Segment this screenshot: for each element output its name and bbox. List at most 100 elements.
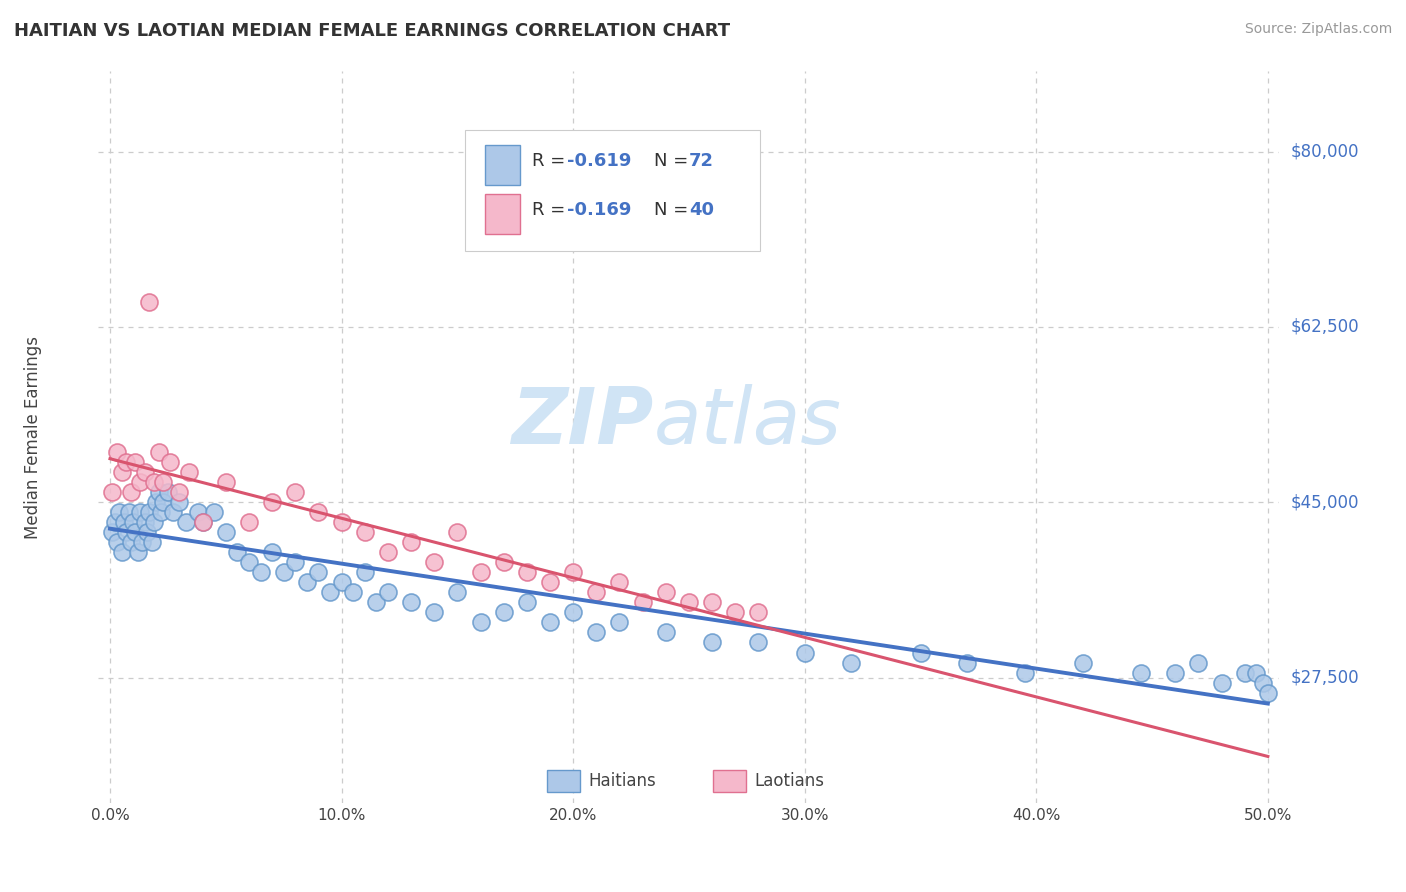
FancyBboxPatch shape [464,130,759,251]
Point [747,635,769,649]
Point [162,505,184,519]
Point [115,455,138,469]
Point [319,585,342,599]
Text: N =: N = [654,153,693,170]
Point [353,525,375,540]
Point [307,505,329,519]
Point [176,515,198,529]
Point [399,595,422,609]
Point [585,585,607,599]
Point [446,525,468,540]
Point [249,566,271,580]
Bar [713,770,745,792]
Point [516,566,538,580]
Point [215,525,238,540]
Point [169,485,191,500]
Point [700,635,723,649]
Point [1257,685,1279,699]
Point [117,505,139,519]
Text: Median Female Earnings: Median Female Earnings [24,335,42,539]
Point [585,625,607,640]
Point [122,515,145,529]
Text: $27,500: $27,500 [1291,668,1360,687]
Point [1014,665,1036,680]
Point [562,566,585,580]
Point [1071,656,1094,670]
Point [262,545,284,559]
Point [226,545,249,559]
Point [1129,665,1152,680]
Point [104,515,127,529]
Text: ZIP: ZIP [512,384,654,460]
Point [470,615,492,630]
Point [187,505,209,519]
Point [330,515,353,529]
Point [655,585,678,599]
Point [910,646,932,660]
Point [423,606,446,620]
Point [127,545,149,559]
Text: N =: N = [654,202,693,219]
Text: Source: ZipAtlas.com: Source: ZipAtlas.com [1244,22,1392,37]
Point [191,515,214,529]
Text: HAITIAN VS LAOTIAN MEDIAN FEMALE EARNINGS CORRELATION CHART: HAITIAN VS LAOTIAN MEDIAN FEMALE EARNING… [14,22,730,40]
Point [134,465,156,479]
Text: 40: 40 [689,202,714,219]
Text: 72: 72 [689,153,714,170]
Point [152,495,174,509]
Text: -0.619: -0.619 [567,153,631,170]
Point [148,485,170,500]
Text: Haitians: Haitians [589,772,657,789]
Point [129,475,152,490]
Point [516,595,538,609]
Point [724,606,747,620]
Point [295,575,318,590]
Point [1164,665,1187,680]
Point [399,535,422,549]
Point [262,495,284,509]
Point [492,555,515,569]
Point [366,595,388,609]
Point [1251,675,1274,690]
Point [138,505,160,519]
Point [446,585,468,599]
Point [492,606,515,620]
Point [120,485,142,500]
Point [143,515,166,529]
Point [377,585,399,599]
Text: Laotians: Laotians [754,772,824,789]
Point [238,555,260,569]
Text: $80,000: $80,000 [1291,143,1360,161]
Point [156,485,179,500]
Point [191,515,214,529]
Point [423,555,446,569]
Point [177,465,200,479]
Point [342,585,364,599]
Point [120,535,142,549]
Point [1246,665,1268,680]
Point [110,545,132,559]
Point [129,505,152,519]
Point [956,656,979,670]
Point [202,505,225,519]
Bar [485,194,520,234]
Point [1187,656,1209,670]
Point [631,595,654,609]
Point [609,615,631,630]
Point [110,465,132,479]
Point [330,575,353,590]
Point [470,566,492,580]
Point [105,445,128,459]
Point [136,525,159,540]
Point [747,606,769,620]
Point [377,545,399,559]
Point [1211,675,1233,690]
Point [678,595,700,609]
Bar [485,145,520,185]
Point [284,485,307,500]
Point [655,625,678,640]
Point [538,575,561,590]
Point [149,505,172,519]
Bar [547,770,581,792]
Point [238,515,260,529]
